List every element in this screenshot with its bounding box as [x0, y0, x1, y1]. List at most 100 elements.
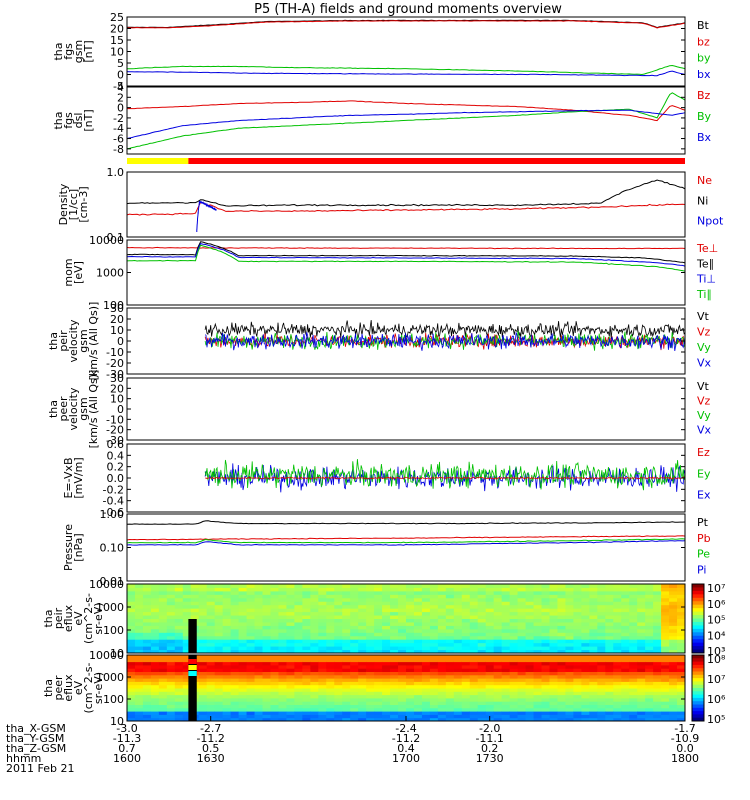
heatmap-cell: [246, 701, 256, 705]
heatmap-cell: [198, 642, 208, 647]
heatmap-cell: [613, 635, 622, 640]
x-tick-label: -11.2: [392, 732, 420, 745]
heatmap-cell: [150, 704, 160, 709]
heatmap-cell: [214, 668, 224, 672]
heatmap-cell: [445, 655, 455, 659]
heatmap-cell: [621, 646, 630, 651]
heatmap-cell: [238, 701, 248, 705]
heatmap-cell: [477, 684, 487, 689]
heatmap-cell: [629, 639, 638, 644]
heatmap-cell: [334, 688, 343, 692]
heatmap-cell: [605, 611, 614, 616]
heatmap-cell: [270, 658, 279, 663]
heatmap-cell: [334, 678, 343, 682]
heatmap-cell: [134, 639, 144, 644]
heatmap-cell: [525, 697, 535, 702]
heatmap-cell: [374, 701, 383, 705]
heatmap-cell: [174, 704, 184, 709]
heatmap-cell: [206, 615, 216, 619]
heatmap-cell: [254, 618, 264, 623]
heatmap-cell: [645, 601, 654, 606]
heatmap-cell: [549, 601, 558, 606]
heatmap-cell: [629, 678, 638, 682]
heatmap-cell: [645, 655, 654, 659]
gap-marker: [188, 659, 197, 664]
heatmap-cell: [589, 678, 598, 682]
heatmap-cell: [230, 711, 240, 715]
heatmap-cell: [318, 646, 327, 651]
heatmap-cell: [150, 681, 160, 686]
heatmap-cell: [445, 584, 455, 588]
heatmap-cell: [445, 618, 455, 623]
heatmap-cell: [429, 694, 439, 699]
panel-fgs: [126, 16, 686, 87]
heatmap-cell: [413, 646, 423, 651]
heatmap-cell: [509, 587, 519, 592]
heatmap-cell: [549, 611, 558, 616]
y-tick-label: 0.6: [107, 438, 125, 451]
heatmap-cell: [509, 661, 519, 666]
heatmap-cell: [477, 632, 487, 637]
heatmap-cell: [493, 584, 503, 588]
heatmap-cell: [214, 658, 224, 663]
heatmap-cell: [278, 681, 287, 686]
legend-item: Vt: [697, 380, 710, 393]
heatmap-cell: [549, 604, 558, 609]
heatmap-cell: [270, 691, 279, 696]
heatmap-cell: [645, 688, 654, 692]
heatmap-cell: [406, 601, 415, 606]
heatmap-cell: [645, 658, 654, 663]
heatmap-cell: [541, 678, 550, 682]
y-axis-label: [km/s (All Qs)]: [87, 302, 100, 381]
heatmap-cell: [198, 658, 208, 663]
heatmap-cell: [533, 646, 543, 651]
heatmap-cell: [406, 584, 415, 588]
heatmap-cell: [190, 615, 200, 619]
heatmap-cell: [589, 697, 598, 702]
heatmap-cell: [421, 714, 431, 719]
heatmap-cell: [350, 584, 359, 588]
heatmap-cell: [278, 621, 287, 626]
heatmap-cell: [222, 688, 232, 692]
heatmap-cell: [645, 661, 654, 666]
heatmap-cell: [509, 668, 519, 672]
heatmap-cell: [653, 611, 662, 616]
heatmap-cell: [429, 587, 439, 592]
heatmap-cell: [661, 701, 670, 705]
heatmap-cell: [645, 639, 654, 644]
x-tick-label: -11.2: [196, 732, 224, 745]
heatmap-cell: [310, 661, 319, 666]
heatmap-cell: [525, 655, 535, 659]
heatmap-cell: [127, 625, 136, 630]
heatmap-cell: [174, 658, 184, 663]
heatmap-cell: [581, 684, 590, 689]
heatmap-cell: [597, 714, 606, 719]
heatmap-cell: [166, 621, 176, 626]
heatmap-cell: [493, 684, 503, 689]
heatmap-cell: [278, 691, 287, 696]
heatmap-cell: [366, 621, 375, 626]
heatmap-cell: [421, 639, 431, 644]
heatmap-cell: [677, 590, 686, 595]
heatmap-cell: [485, 668, 495, 672]
heatmap-cell: [238, 604, 248, 609]
series-line-Bx: [126, 109, 686, 139]
heatmap-cell: [437, 632, 447, 637]
panel-frame: [126, 377, 686, 441]
heatmap-cell: [413, 671, 423, 676]
heatmap-cell: [142, 668, 152, 672]
heatmap-cell: [477, 615, 487, 619]
colorbar-cell: [692, 590, 704, 595]
heatmap-cell: [382, 646, 391, 651]
heatmap-cell: [421, 604, 431, 609]
heatmap-cell: [501, 701, 511, 705]
heatmap-cell: [254, 646, 264, 651]
heatmap-cell: [605, 661, 614, 666]
heatmap-cell: [597, 691, 606, 696]
heatmap-cell: [254, 642, 264, 647]
heatmap-cell: [677, 594, 686, 599]
colorbar-cell: [692, 661, 704, 666]
heatmap-cell: [477, 621, 487, 626]
heatmap-cell: [150, 632, 160, 637]
